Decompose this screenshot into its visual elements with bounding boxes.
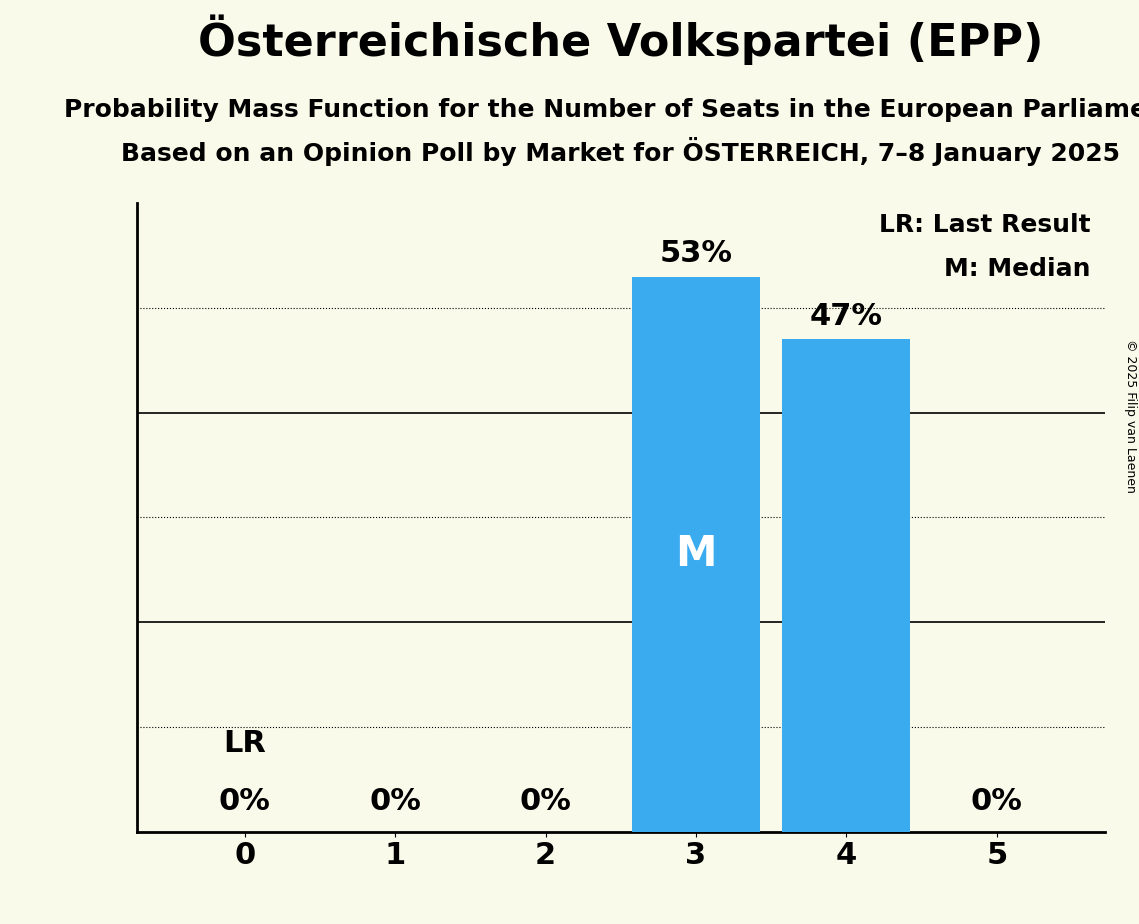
Text: 0%: 0%	[970, 787, 1023, 816]
Text: Based on an Opinion Poll by Market for ÖSTERREICH, 7–8 January 2025: Based on an Opinion Poll by Market for Ö…	[121, 137, 1121, 165]
Text: LR: LR	[223, 729, 267, 759]
Text: 53%: 53%	[659, 239, 732, 268]
Text: M: Median: M: Median	[944, 257, 1090, 281]
Text: 47%: 47%	[810, 302, 883, 331]
Text: © 2025 Filip van Laenen: © 2025 Filip van Laenen	[1124, 339, 1137, 492]
Text: M: M	[675, 533, 716, 575]
Text: 0%: 0%	[219, 787, 271, 816]
Text: Probability Mass Function for the Number of Seats in the European Parliament: Probability Mass Function for the Number…	[64, 98, 1139, 122]
Bar	[632, 276, 760, 832]
Bar	[782, 339, 910, 832]
Text: 0%: 0%	[519, 787, 572, 816]
Text: Österreichische Volkspartei (EPP): Österreichische Volkspartei (EPP)	[198, 15, 1043, 65]
Text: LR: Last Result: LR: Last Result	[878, 213, 1090, 237]
Text: 0%: 0%	[369, 787, 421, 816]
